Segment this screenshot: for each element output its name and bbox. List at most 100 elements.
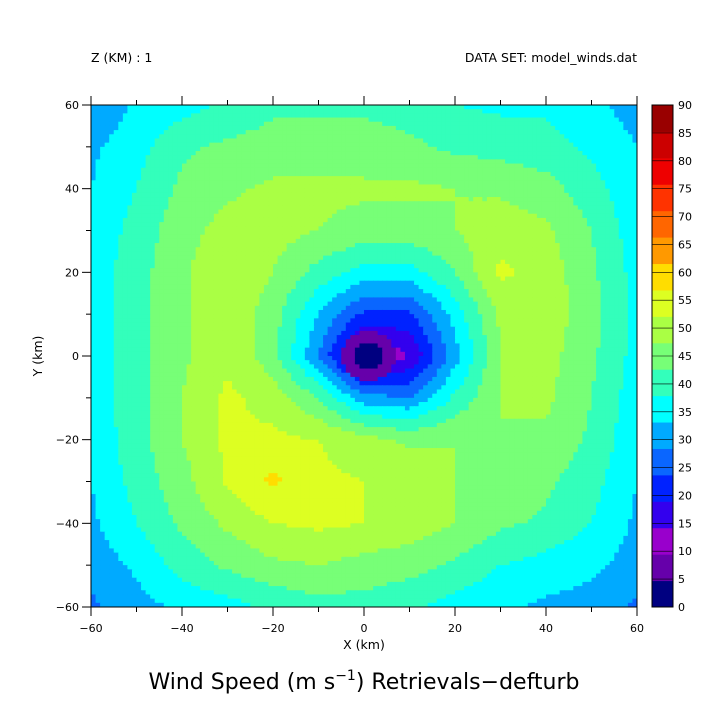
field-cell (527, 247, 533, 253)
field-cell (118, 197, 124, 202)
field-cell (104, 121, 110, 127)
field-cell (445, 130, 452, 135)
field-cell (400, 268, 406, 273)
field-cell (277, 180, 283, 186)
field-cell (591, 234, 597, 240)
field-cell (536, 188, 543, 194)
field-cell (514, 192, 520, 198)
field-cell (368, 217, 374, 223)
field-cell (386, 247, 392, 253)
field-cell (509, 209, 515, 215)
field-cell (418, 234, 424, 240)
field-cell (464, 263, 470, 269)
field-cell (582, 146, 588, 152)
field-cell (605, 125, 611, 131)
field-cell (109, 272, 115, 278)
field-cell (195, 209, 201, 215)
field-cell (550, 243, 556, 248)
field-cell (477, 188, 483, 194)
field-cell (109, 180, 115, 186)
field-cell (546, 230, 552, 236)
field-cell (204, 276, 210, 282)
field-cell (209, 155, 215, 160)
field-cell (577, 163, 583, 169)
field-cell (241, 163, 247, 169)
field-cell (436, 163, 442, 169)
field-cell (605, 130, 611, 135)
field-cell (532, 125, 538, 131)
field-cell (109, 259, 115, 265)
field-cell (200, 213, 206, 219)
field-cell (313, 197, 320, 202)
field-cell (277, 238, 283, 244)
field-cell (118, 113, 124, 119)
field-cell (555, 176, 561, 181)
field-cell (473, 205, 479, 211)
field-cell (304, 155, 310, 160)
field-cell (450, 171, 456, 177)
field-cell (186, 201, 192, 206)
field-cell (559, 230, 565, 236)
field-cell (136, 276, 142, 282)
field-cell (218, 125, 224, 131)
field-cell (109, 217, 115, 223)
field-cell (450, 255, 456, 261)
field-cell (213, 238, 219, 244)
field-cell (473, 217, 479, 223)
field-cell (336, 192, 342, 198)
field-cell (168, 163, 174, 169)
field-cell (596, 272, 602, 278)
field-cell (368, 268, 374, 273)
field-cell (300, 188, 306, 194)
field-cell (400, 205, 406, 211)
field-cell (145, 213, 151, 219)
field-cell (586, 113, 593, 119)
field-cell (100, 113, 106, 119)
field-cell (232, 238, 238, 244)
field-cell (345, 213, 351, 219)
field-cell (154, 113, 160, 119)
field-cell (500, 151, 506, 156)
field-cell (632, 209, 637, 215)
field-cell (100, 184, 106, 190)
field-cell (373, 205, 379, 211)
field-cell (273, 238, 279, 244)
field-cell (168, 259, 174, 265)
field-cell (404, 234, 411, 240)
field-cell (341, 130, 347, 135)
field-cell (186, 197, 192, 202)
field-cell (600, 205, 606, 211)
field-cell (596, 134, 602, 140)
field-cell (364, 209, 370, 215)
field-cell (213, 226, 219, 232)
field-cell (204, 113, 210, 119)
field-cell (354, 121, 361, 127)
field-cell (304, 205, 310, 211)
field-cell (232, 142, 238, 148)
field-cell (450, 201, 456, 206)
field-cell (354, 263, 361, 269)
field-cell (364, 197, 370, 202)
field-cell (186, 151, 192, 156)
field-cell (345, 247, 351, 253)
field-cell (486, 117, 492, 123)
field-cell (532, 259, 538, 265)
field-cell (195, 138, 201, 144)
field-cell (309, 251, 315, 257)
field-cell (131, 276, 138, 282)
field-cell (473, 247, 479, 253)
field-cell (436, 226, 442, 232)
field-cell (182, 171, 188, 177)
field-cell (627, 272, 634, 278)
field-cell (418, 167, 424, 173)
field-cell (445, 125, 452, 131)
field-cell (327, 192, 333, 198)
field-cell (209, 117, 215, 123)
field-cell (468, 251, 474, 257)
field-cell (209, 159, 215, 165)
field-cell (518, 247, 524, 253)
field-cell (582, 159, 588, 165)
field-cell (222, 125, 229, 131)
field-cell (182, 205, 188, 211)
field-cell (373, 155, 379, 160)
